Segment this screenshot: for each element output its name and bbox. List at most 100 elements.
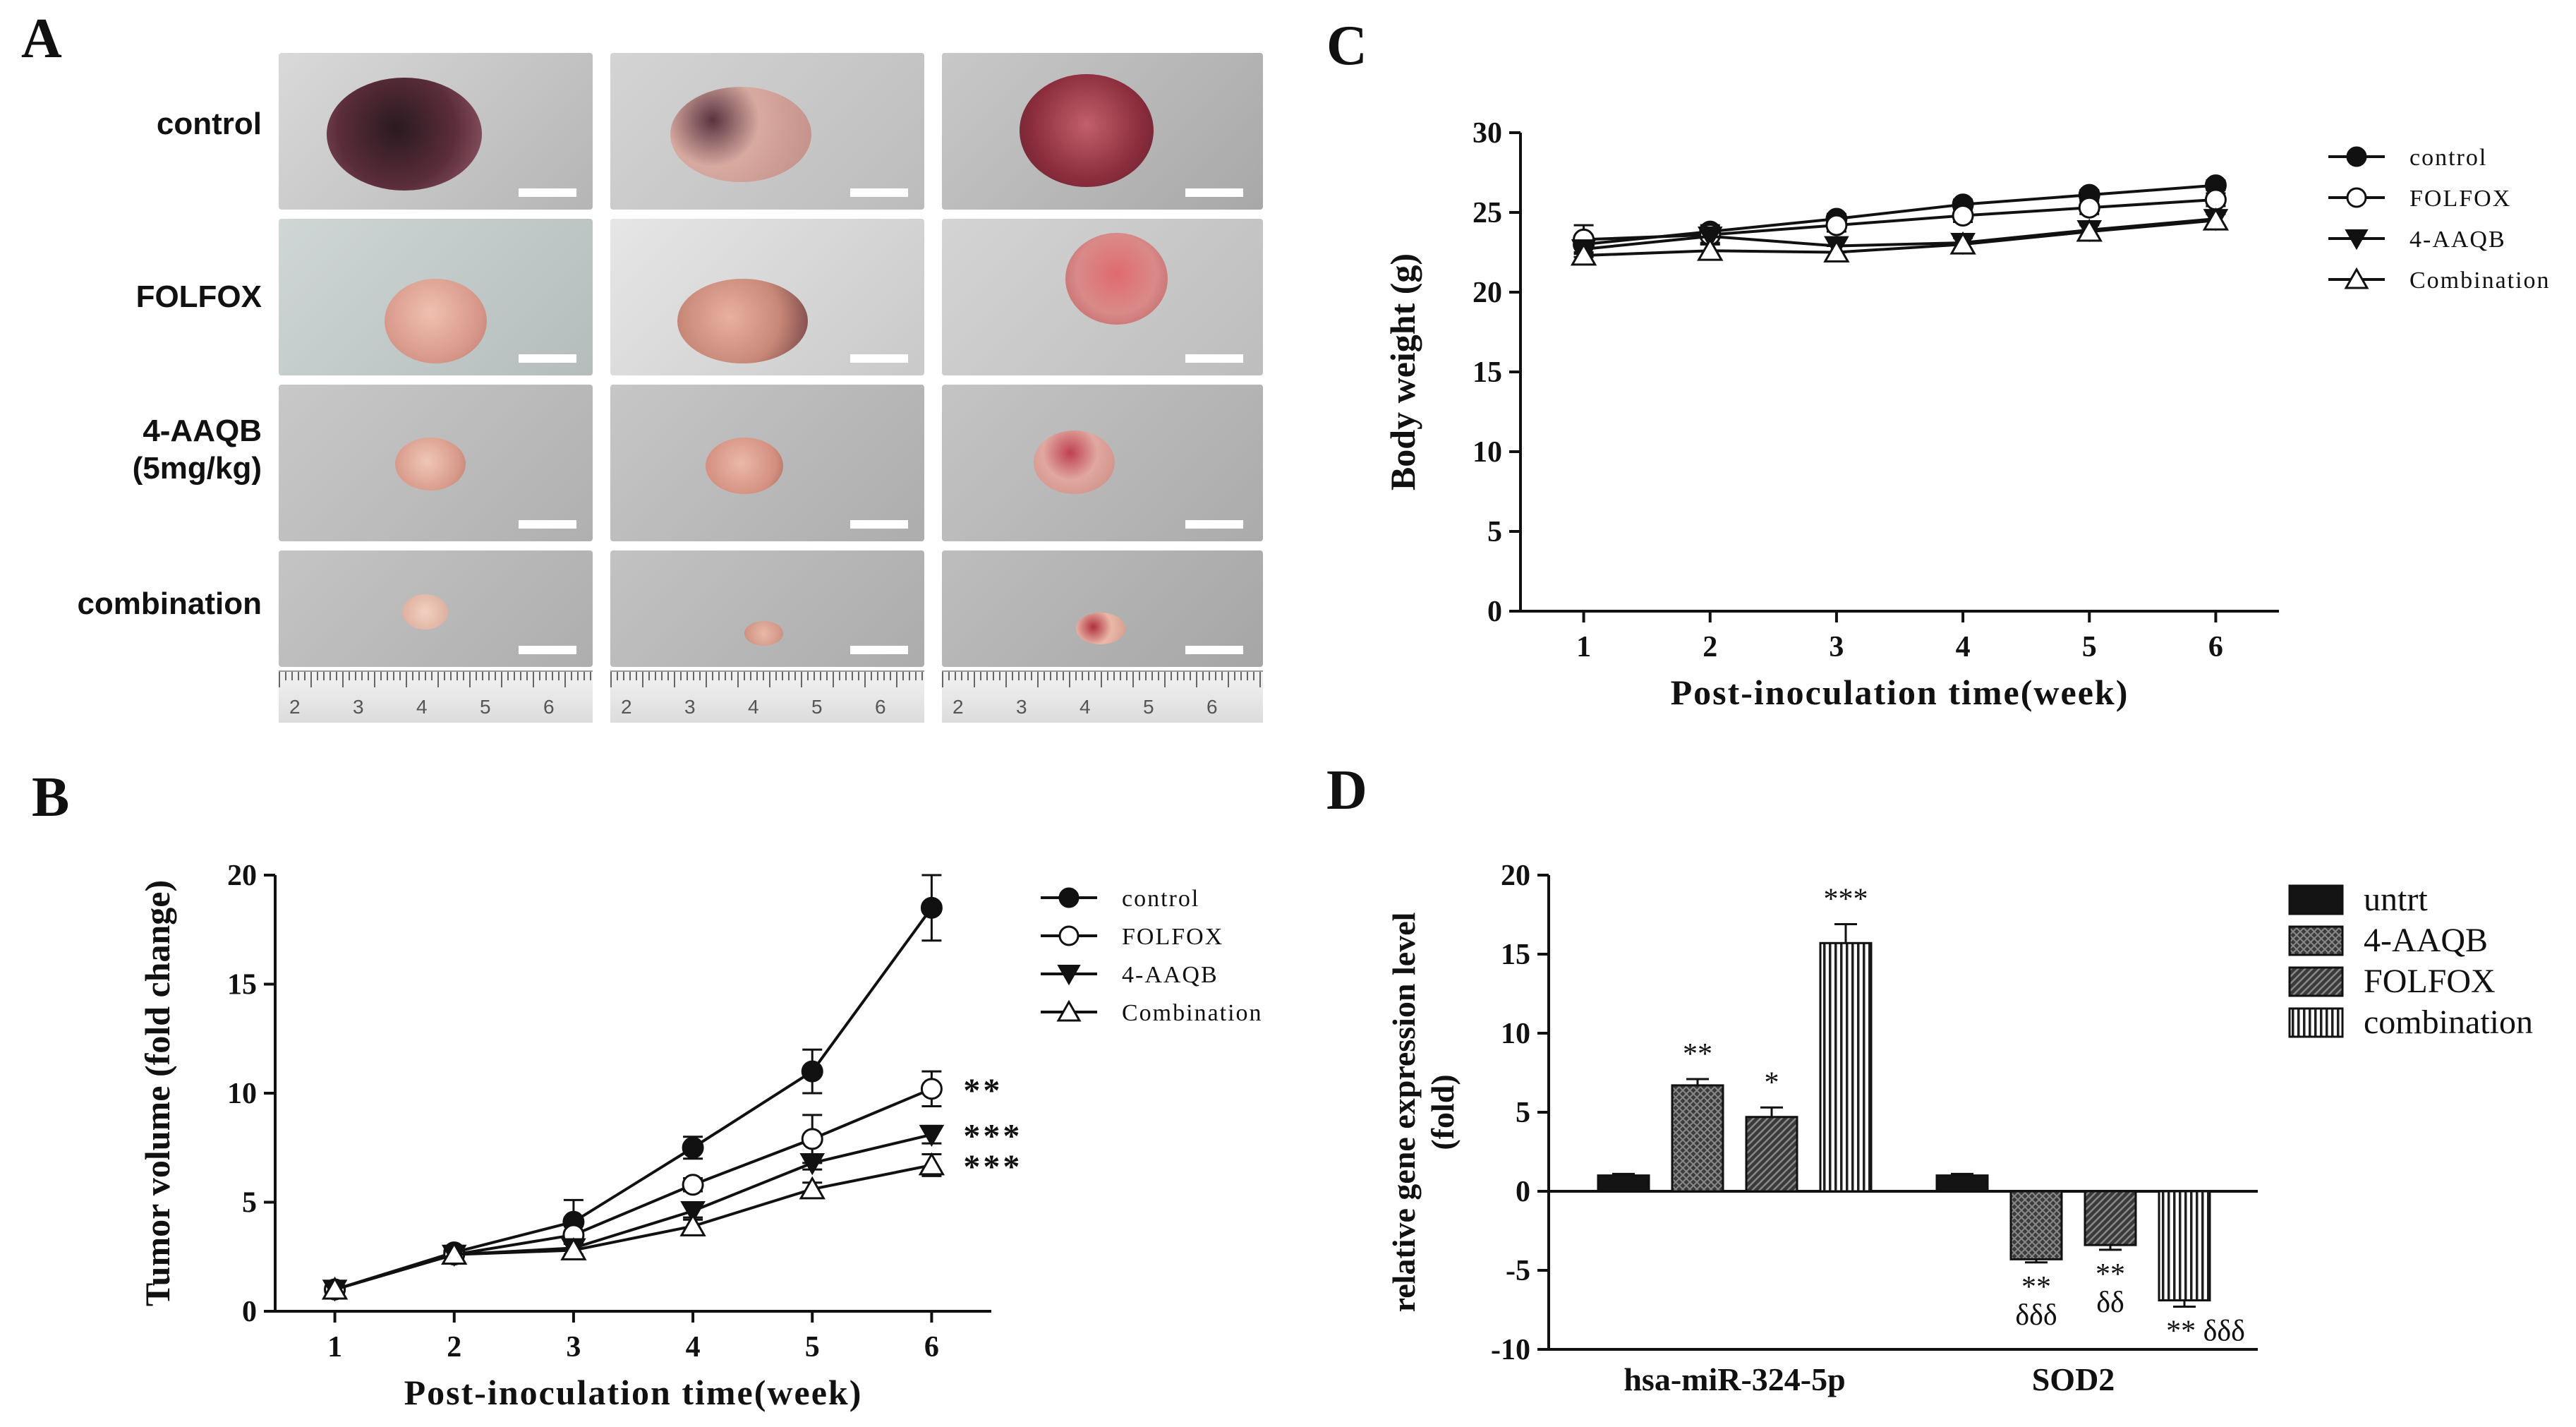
ruler-tick (725, 672, 726, 680)
ruler-tick (839, 672, 840, 680)
series-line (334, 1164, 932, 1291)
data-point (1056, 999, 1082, 1022)
ruler-tick (769, 672, 770, 687)
ruler-tick (349, 672, 350, 680)
ruler-tick (564, 672, 566, 687)
ruler-tick (1037, 672, 1039, 687)
ruler-tick (577, 672, 579, 680)
ruler-tick (1183, 672, 1185, 680)
row-label-4aaqb-line2: (5mg/kg) (132, 450, 262, 486)
ruler-tick (374, 672, 375, 687)
ruler-tick (1145, 672, 1147, 680)
y-tick-label: 20 (227, 860, 257, 892)
significance-label: ** (963, 1072, 1003, 1109)
data-point (918, 1152, 945, 1176)
tumor-4aaqb-1 (395, 438, 466, 490)
ruler-tick (1075, 672, 1077, 680)
ruler-tick (526, 672, 528, 680)
ruler-tick (890, 672, 891, 680)
ruler-tick (1005, 672, 1007, 687)
ruler-tick (993, 672, 994, 680)
ruler-tick (1215, 672, 1216, 680)
ruler-tick (1094, 672, 1096, 680)
series-line (334, 1087, 933, 1291)
ruler-tick (1253, 672, 1254, 680)
series-line (334, 1133, 932, 1291)
ruler-tick (1107, 672, 1108, 680)
significance-label: *** (963, 1148, 1022, 1186)
significance-label: *** (963, 1118, 1022, 1155)
ruler-tick (558, 672, 560, 680)
ruler-tick (712, 672, 713, 680)
ruler-number: 6 (1207, 696, 1218, 718)
ruler-tick (1012, 672, 1013, 680)
ruler-tick (279, 672, 280, 687)
row-label-control: control (156, 107, 262, 141)
ruler-tick (1082, 672, 1083, 680)
x-tick-label: 2 (447, 1331, 461, 1363)
ruler-tick (814, 672, 815, 680)
ruler-tick (450, 672, 452, 680)
panel-letter-c: C (1326, 15, 1367, 77)
ruler-tick (545, 672, 547, 680)
scale-bar (1185, 188, 1243, 197)
ruler-tick (718, 672, 720, 680)
scale-bar (519, 646, 576, 654)
ruler-tick (896, 672, 897, 687)
scale-bar (1185, 354, 1243, 363)
tumor-4aaqb-2 (706, 438, 783, 494)
ruler-tick (782, 672, 783, 680)
scale-bar (519, 354, 576, 363)
ruler-tick (980, 672, 981, 680)
legend-item-4-aaqb: 4-AAQB (1041, 962, 1217, 988)
ruler-tick (514, 672, 515, 680)
scale-bar (850, 188, 908, 197)
ruler-tick (336, 672, 337, 680)
panel-letter-a: A (21, 8, 62, 70)
ruler-tick (955, 672, 956, 680)
ruler-tick (948, 672, 950, 680)
ruler-number: 5 (480, 696, 491, 718)
row-label-4aaqb: 4-AAQB (5mg/kg) (133, 413, 262, 488)
ruler-tick (406, 672, 407, 687)
ruler-tick (1088, 672, 1089, 680)
ruler-tick (1063, 672, 1064, 680)
ruler-tick (1247, 672, 1248, 680)
scale-bar (1185, 520, 1243, 529)
photo-combination-2 (610, 550, 924, 667)
ruler-tick (285, 672, 286, 680)
ruler-tick (731, 672, 732, 680)
ruler-tick (368, 672, 369, 680)
ruler-tick (399, 672, 401, 680)
ruler-number: 3 (1016, 696, 1027, 718)
ruler-tick (387, 672, 388, 680)
ruler-tick (393, 672, 394, 680)
x-tick-label: 1 (327, 1331, 342, 1363)
ruler-tick (852, 672, 853, 680)
y-tick-label: 0 (242, 1296, 257, 1328)
data-point (920, 1078, 943, 1100)
ruler-tick (750, 672, 751, 680)
ruler-tick (298, 672, 299, 680)
ruler-tick (986, 672, 988, 680)
ruler-tick (858, 672, 859, 680)
legend-label: control (1122, 886, 1199, 912)
chart-B: 0 5 10 15 20 1 2 3 4 5 6 Post-inoculation time(week… (138, 860, 1262, 1412)
tumor-control-2 (670, 87, 811, 182)
ruler-tick (1177, 672, 1178, 680)
ruler-tick (845, 672, 847, 680)
ruler-tick (763, 672, 764, 680)
ruler-tick (1056, 672, 1058, 680)
scale-bar (519, 188, 576, 197)
ruler-tick (380, 672, 382, 680)
ruler-tick (482, 672, 483, 680)
ruler-tick (437, 672, 439, 687)
y-tick-label: 15 (227, 969, 257, 1001)
ruler-tick (539, 672, 540, 680)
ruler-tick (636, 672, 637, 680)
tumor-4aaqb-3 (1034, 430, 1115, 494)
data-point (799, 1176, 826, 1200)
tumor-folfox-1 (385, 279, 487, 363)
ruler-tick (1240, 672, 1242, 680)
ruler-tick (1050, 672, 1051, 680)
